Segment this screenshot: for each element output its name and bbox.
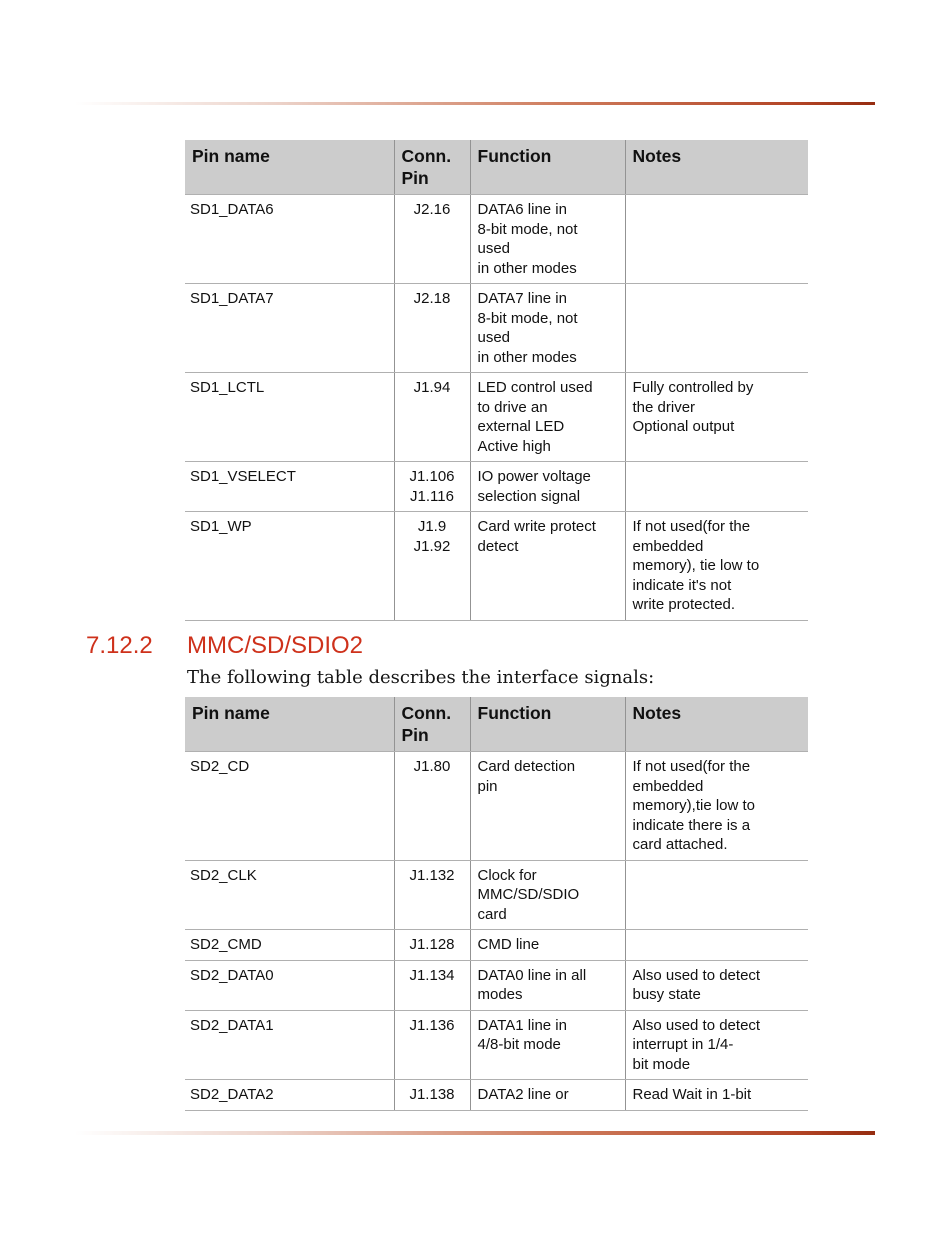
cell-conn: J1.106 J1.116 bbox=[393, 461, 470, 512]
cell-conn: J1.9 J1.92 bbox=[393, 511, 470, 621]
col-header-conn-pin: Conn. Pin bbox=[393, 697, 470, 752]
cell-notes: Fully controlled by the driver Optional … bbox=[624, 372, 808, 462]
col-header-notes: Notes bbox=[624, 697, 808, 752]
cell-fn: CMD line bbox=[469, 929, 625, 961]
col-header-notes: Notes bbox=[624, 140, 808, 195]
col-header-function: Function bbox=[469, 140, 625, 195]
table-row: SD1_VSELECT J1.106 J1.116 IO power voltage… bbox=[185, 461, 808, 512]
cell-pin: SD2_CLK bbox=[185, 860, 394, 930]
table-row: SD1_DATA6 J2.16 DATA6 line in 8-bit mode, … bbox=[185, 194, 808, 284]
cell-pin: SD2_CD bbox=[185, 751, 394, 861]
page-top-rule bbox=[75, 102, 875, 105]
cell-notes bbox=[624, 929, 808, 961]
cell-pin: SD1_WP bbox=[185, 511, 394, 621]
cell-pin: SD1_DATA7 bbox=[185, 283, 394, 373]
table-row: SD1_LCTL J1.94 LED control used to drive a… bbox=[185, 372, 808, 462]
cell-conn: J1.134 bbox=[393, 960, 470, 1011]
cell-conn: J1.94 bbox=[393, 372, 470, 462]
cell-notes bbox=[624, 283, 808, 373]
cell-notes: Also used to detect busy state bbox=[624, 960, 808, 1011]
section-title: MMC/SD/SDIO2 bbox=[187, 632, 364, 659]
section-heading: 7.12.2 MMC/SD/SDIO2 bbox=[86, 632, 363, 660]
table-row: SD1_WP J1.9 J1.92 Card write protect detec… bbox=[185, 511, 808, 621]
table-row: SD2_DATA0 J1.134 DATA0 line in all modes Al… bbox=[185, 960, 808, 1011]
cell-notes bbox=[624, 194, 808, 284]
table-intro-text: The following table describes the interf… bbox=[187, 667, 655, 688]
cell-fn: DATA7 line in 8-bit mode, not used in ot… bbox=[469, 283, 625, 373]
cell-conn: J1.80 bbox=[393, 751, 470, 861]
cell-conn: J1.138 bbox=[393, 1079, 470, 1111]
col-header-pin-name: Pin name bbox=[185, 697, 394, 752]
sd2-signals-table: Pin name Conn. Pin Function Notes SD2_CD… bbox=[185, 697, 808, 1111]
cell-notes: If not used(for the embedded memory),tie… bbox=[624, 751, 808, 861]
page-bottom-rule bbox=[75, 1131, 875, 1135]
table-row: SD1_DATA7 J2.18 DATA7 line in 8-bit mode, … bbox=[185, 283, 808, 373]
cell-pin: SD2_DATA0 bbox=[185, 960, 394, 1011]
cell-conn: J2.16 bbox=[393, 194, 470, 284]
cell-notes: If not used(for the embedded memory), ti… bbox=[624, 511, 808, 621]
cell-fn: DATA2 line or bbox=[469, 1079, 625, 1111]
cell-pin: SD1_LCTL bbox=[185, 372, 394, 462]
cell-pin: SD2_DATA2 bbox=[185, 1079, 394, 1111]
cell-conn: J1.136 bbox=[393, 1010, 470, 1080]
cell-fn: DATA0 line in all modes bbox=[469, 960, 625, 1011]
cell-pin: SD2_CMD bbox=[185, 929, 394, 961]
table-row: SD2_CLK J1.132 Clock for MMC/SD/SDIO card bbox=[185, 860, 808, 930]
section-number: 7.12.2 bbox=[86, 632, 153, 659]
cell-fn: IO power voltage selection signal bbox=[469, 461, 625, 512]
cell-pin: SD2_DATA1 bbox=[185, 1010, 394, 1080]
table-header-row: Pin name Conn. Pin Function Notes bbox=[185, 140, 808, 195]
cell-conn: J2.18 bbox=[393, 283, 470, 373]
cell-fn: Clock for MMC/SD/SDIO card bbox=[469, 860, 625, 930]
table-header-row: Pin name Conn. Pin Function Notes bbox=[185, 697, 808, 752]
cell-conn: J1.128 bbox=[393, 929, 470, 961]
cell-notes bbox=[624, 860, 808, 930]
cell-notes bbox=[624, 461, 808, 512]
cell-notes: Also used to detect interrupt in 1/4- bi… bbox=[624, 1010, 808, 1080]
sd1-signals-table: Pin name Conn. Pin Function Notes SD1_DA… bbox=[185, 140, 808, 621]
table-row: SD2_CMD J1.128 CMD line bbox=[185, 929, 808, 961]
table-row: SD2_DATA1 J1.136 DATA1 line in 4/8-bit mod… bbox=[185, 1010, 808, 1080]
cell-pin: SD1_DATA6 bbox=[185, 194, 394, 284]
cell-fn: DATA6 line in 8-bit mode, not used in ot… bbox=[469, 194, 625, 284]
table-row: SD2_DATA2 J1.138 DATA2 line or Read Wait in… bbox=[185, 1079, 808, 1111]
cell-notes: Read Wait in 1-bit bbox=[624, 1079, 808, 1111]
cell-fn: LED control used to drive an external LE… bbox=[469, 372, 625, 462]
table-row: SD2_CD J1.80 Card detection pin If not used… bbox=[185, 751, 808, 861]
cell-fn: Card write protect detect bbox=[469, 511, 625, 621]
col-header-function: Function bbox=[469, 697, 625, 752]
col-header-conn-pin: Conn. Pin bbox=[393, 140, 470, 195]
cell-fn: DATA1 line in 4/8-bit mode bbox=[469, 1010, 625, 1080]
cell-conn: J1.132 bbox=[393, 860, 470, 930]
col-header-pin-name: Pin name bbox=[185, 140, 394, 195]
cell-pin: SD1_VSELECT bbox=[185, 461, 394, 512]
cell-fn: Card detection pin bbox=[469, 751, 625, 861]
